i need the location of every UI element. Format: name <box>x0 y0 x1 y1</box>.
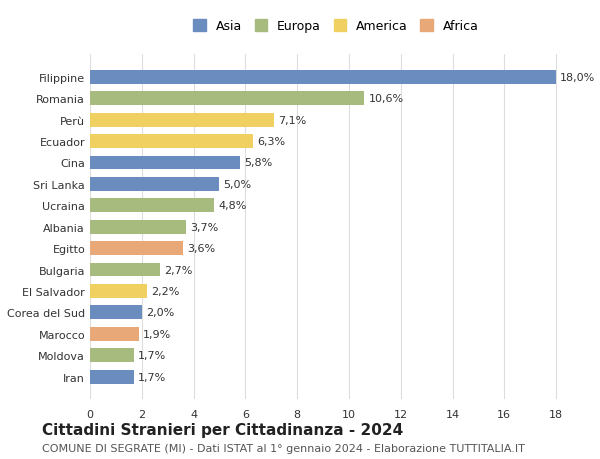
Bar <box>90 284 147 298</box>
Text: 7,1%: 7,1% <box>278 115 306 125</box>
Bar <box>90 199 214 213</box>
Text: 2,7%: 2,7% <box>164 265 192 275</box>
Text: 2,2%: 2,2% <box>151 286 179 296</box>
Text: 3,6%: 3,6% <box>187 244 215 253</box>
Text: 1,7%: 1,7% <box>138 350 166 360</box>
Bar <box>90 113 274 127</box>
Text: 10,6%: 10,6% <box>368 94 403 104</box>
Bar <box>90 92 364 106</box>
Text: 3,7%: 3,7% <box>190 222 218 232</box>
Bar <box>90 135 253 149</box>
Text: 4,8%: 4,8% <box>218 201 247 211</box>
Text: Cittadini Stranieri per Cittadinanza - 2024: Cittadini Stranieri per Cittadinanza - 2… <box>42 422 403 437</box>
Text: 1,7%: 1,7% <box>138 372 166 382</box>
Text: 5,8%: 5,8% <box>244 158 272 168</box>
Text: 5,0%: 5,0% <box>223 179 251 190</box>
Legend: Asia, Europa, America, Africa: Asia, Europa, America, Africa <box>190 17 482 37</box>
Text: 1,9%: 1,9% <box>143 329 172 339</box>
Bar <box>90 327 139 341</box>
Bar <box>90 263 160 277</box>
Bar <box>90 370 134 384</box>
Bar <box>90 220 186 234</box>
Bar <box>90 156 240 170</box>
Text: 18,0%: 18,0% <box>560 73 595 83</box>
Text: COMUNE DI SEGRATE (MI) - Dati ISTAT al 1° gennaio 2024 - Elaborazione TUTTITALIA: COMUNE DI SEGRATE (MI) - Dati ISTAT al 1… <box>42 443 525 453</box>
Bar <box>90 241 183 256</box>
Text: 6,3%: 6,3% <box>257 137 285 147</box>
Bar <box>90 71 556 84</box>
Bar <box>90 306 142 319</box>
Bar <box>90 348 134 362</box>
Bar <box>90 178 220 191</box>
Text: 2,0%: 2,0% <box>146 308 174 318</box>
